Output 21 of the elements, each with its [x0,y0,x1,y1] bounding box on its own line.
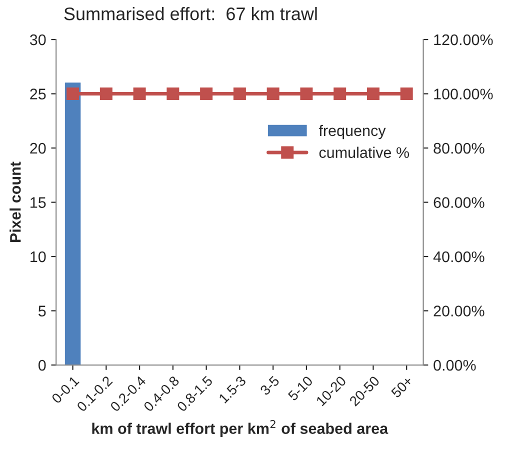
y-tick-label: 20 [30,142,46,154]
chart-title: Summarised effort: 67 km trawl [64,6,317,20]
x-tick-label: 50+ [390,375,414,398]
x-axis-title: km of trawl effort per km$^{2}$ of seabed area [92,420,388,437]
x-tick-label: 3-5 [260,375,280,396]
legend-label: cumulative % [319,146,410,158]
y2-tick-label: 100.00% [434,88,493,100]
y2-tick-label: 80.00% [434,142,484,154]
y2-tick-label: 60.00% [434,197,484,208]
legend-label: frequency [318,124,386,140]
y-tick-label: 30 [30,34,46,46]
y2-tick-label: 40.00% [433,251,484,262]
y2-tick-label: 120.00% [434,34,493,46]
y-axis-title: Pixel count [10,162,21,242]
y2-tick-label: 0.00% [434,360,476,371]
y-tick-label: 10 [30,251,46,262]
y2-tick-label: 20.00% [434,306,484,316]
y-tick-label: 5 [38,306,46,316]
y-tick-label: 25 [30,88,46,100]
y-tick-label: 0 [38,360,46,371]
y-tick-label: 15 [30,197,46,208]
